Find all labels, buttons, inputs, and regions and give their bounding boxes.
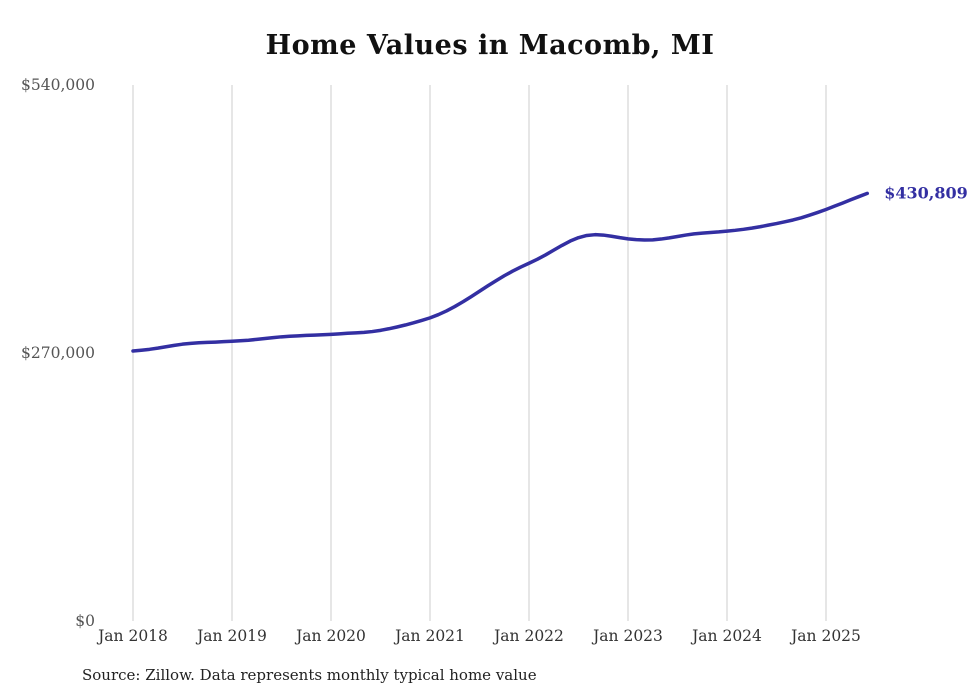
- x-tick-label: Jan 2019: [195, 627, 267, 645]
- y-tick-label: $540,000: [21, 76, 95, 94]
- x-tick-label: Jan 2024: [690, 627, 762, 645]
- latest-value-label: $430,809: [884, 183, 968, 202]
- x-tick-label: Jan 2020: [294, 627, 366, 645]
- x-tick-label: Jan 2021: [393, 627, 465, 645]
- y-tick-label: $0: [75, 612, 95, 630]
- x-tick-label: Jan 2018: [96, 627, 168, 645]
- x-tick-label: Jan 2022: [492, 627, 564, 645]
- home-value-line: [131, 191, 869, 353]
- x-tick-label: Jan 2025: [789, 627, 861, 645]
- chart-title: Home Values in Macomb, MI: [265, 30, 715, 61]
- y-tick-label: $270,000: [21, 344, 95, 362]
- x-tick-label: Jan 2023: [591, 627, 663, 645]
- source-note: Source: Zillow. Data represents monthly …: [82, 666, 537, 684]
